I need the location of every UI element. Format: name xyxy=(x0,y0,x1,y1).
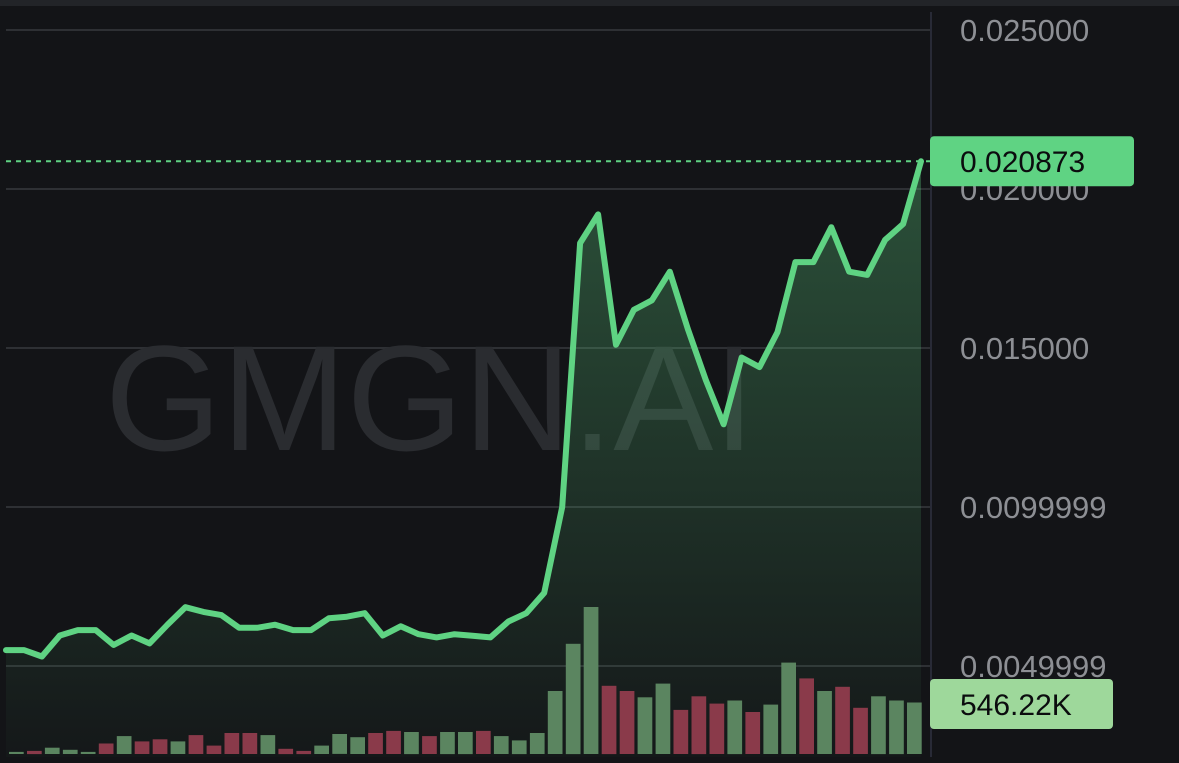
price-axis: 0.0250000.0200000.0150000.00999990.00499… xyxy=(960,13,1107,684)
y-tick-label: 0.015000 xyxy=(960,331,1089,366)
volume-bar xyxy=(314,745,329,754)
volume-bar xyxy=(763,704,779,754)
volume-bar xyxy=(242,733,258,754)
volume-badge: 546.22K xyxy=(930,679,1113,729)
volume-bar xyxy=(422,736,437,754)
volume-bar xyxy=(332,734,347,754)
volume-bar xyxy=(458,732,473,755)
volume-bar xyxy=(27,750,42,755)
volume-bar xyxy=(619,691,635,754)
volume-bar xyxy=(601,685,617,755)
volume-bar xyxy=(907,702,922,754)
volume-bar xyxy=(637,697,653,754)
volume-bar xyxy=(673,709,689,754)
volume-bar xyxy=(440,732,455,755)
volume-bar xyxy=(116,736,132,754)
volume-bar xyxy=(350,737,365,754)
volume-bar xyxy=(152,739,168,754)
price-area xyxy=(6,161,921,758)
volume-bar xyxy=(511,740,527,755)
volume-bar xyxy=(835,686,850,754)
volume-bar xyxy=(260,735,276,754)
volume-bar xyxy=(547,691,563,754)
volume-bar xyxy=(565,643,581,755)
volume-bar xyxy=(170,741,186,754)
volume-bar xyxy=(709,703,725,754)
price-line-group xyxy=(3,158,924,660)
volume-bar xyxy=(529,733,545,754)
volume-bar xyxy=(296,750,312,755)
volume-bar xyxy=(889,700,904,755)
price-badge: 0.020873 xyxy=(930,136,1134,187)
volume-bar xyxy=(781,662,796,754)
volume-bar xyxy=(386,730,401,754)
volume-bar xyxy=(583,607,599,754)
volume-bar xyxy=(188,735,204,754)
volume-bar xyxy=(224,733,240,754)
volume-badge-text: 546.22K xyxy=(960,689,1072,722)
volume-bar xyxy=(404,732,419,755)
volume-bar xyxy=(493,736,509,754)
price-area-fill xyxy=(6,161,921,758)
chart-top-border xyxy=(0,0,1179,6)
volume-bar xyxy=(871,696,886,755)
volume-bar xyxy=(799,678,814,754)
price-badge-text: 0.020873 xyxy=(960,146,1085,179)
y-tick-label: 0.025000 xyxy=(960,13,1089,48)
volume-bar xyxy=(134,741,150,754)
volume-bar xyxy=(655,683,671,754)
volume-bar xyxy=(206,745,222,754)
volume-bars xyxy=(9,607,922,755)
volume-bar xyxy=(80,751,96,754)
volume-bar xyxy=(727,700,743,755)
y-tick-label: 0.0099999 xyxy=(960,490,1107,525)
volume-bar xyxy=(9,751,24,754)
volume-badge-background xyxy=(930,679,1113,729)
price-line xyxy=(3,158,924,660)
volume-bar xyxy=(44,747,60,754)
volume-bar xyxy=(62,749,78,754)
volume-bar xyxy=(278,748,294,755)
price-badge-background xyxy=(930,136,1134,187)
volume-bar xyxy=(745,712,761,754)
volume-bar xyxy=(817,691,832,754)
volume-bar xyxy=(476,730,491,754)
volume-bar xyxy=(98,743,114,754)
volume-bar xyxy=(691,696,707,755)
y-tick-label: 0.0049999 xyxy=(960,649,1107,684)
volume-bar xyxy=(368,733,383,754)
volume-bar xyxy=(853,707,868,754)
